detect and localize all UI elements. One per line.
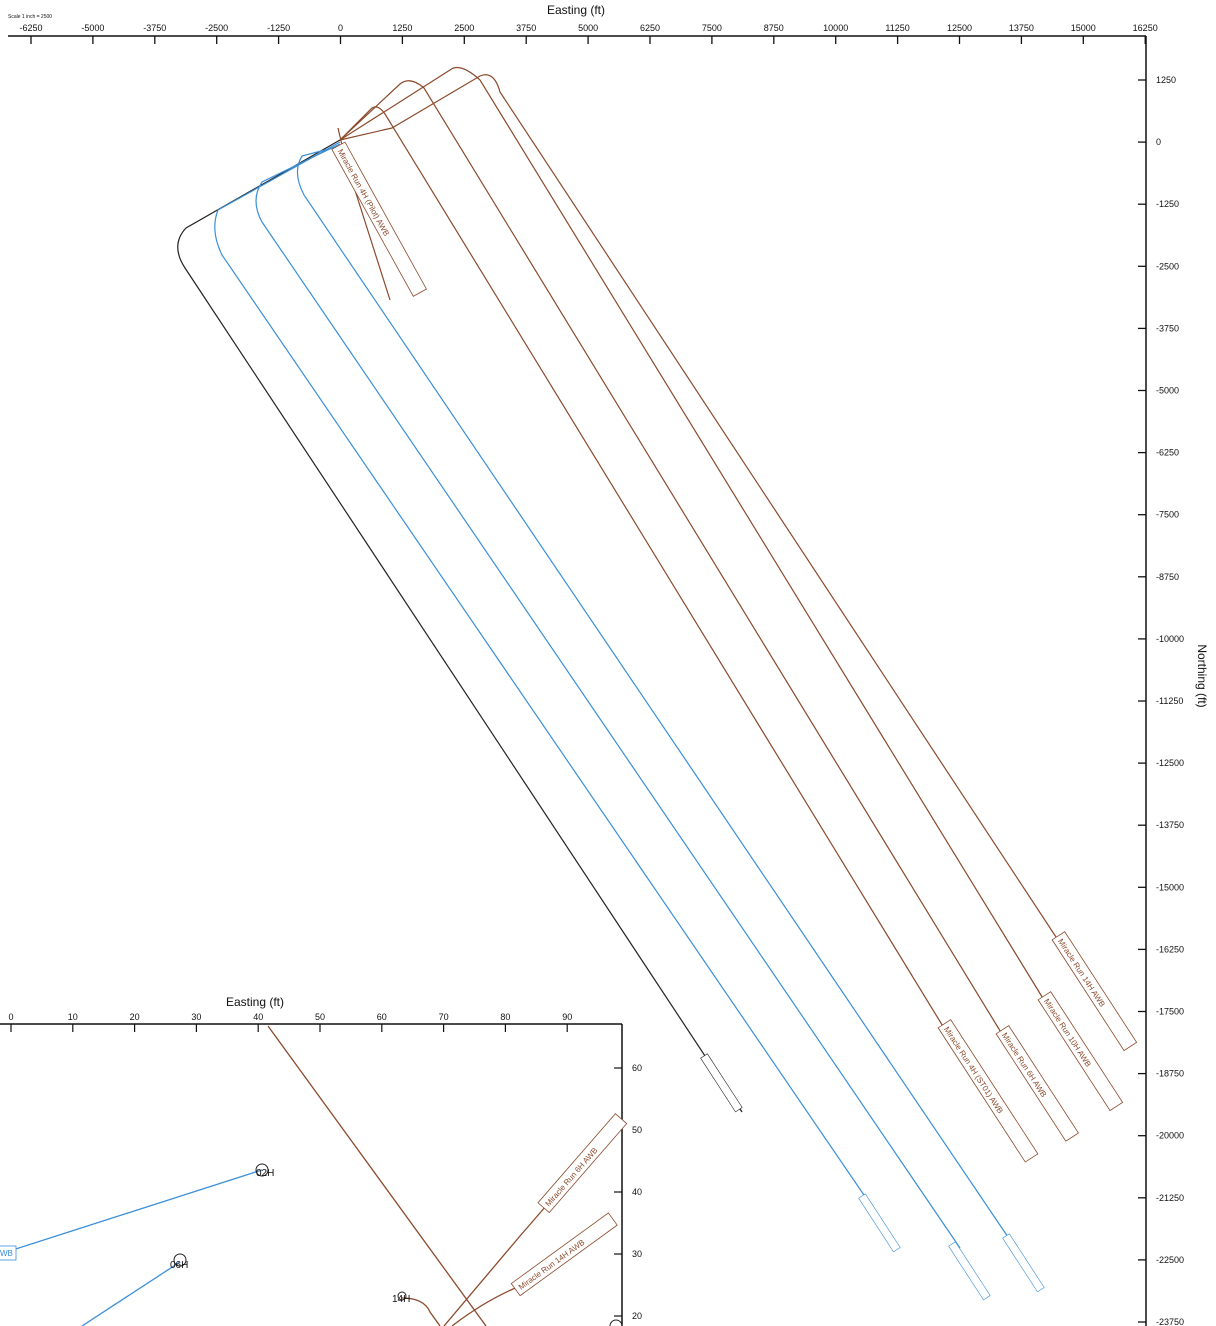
main-x-tick-label: 16250 — [1133, 23, 1158, 33]
inset-x-tick-label: 30 — [191, 1012, 201, 1022]
inset-y-tick-label: 20 — [632, 1311, 642, 1321]
main-x-tick-label: 5000 — [578, 23, 598, 33]
main-y-tick-label: -22500 — [1156, 1255, 1184, 1265]
inset-x-tick-label: 50 — [315, 1012, 325, 1022]
inset-x-tick-label: 60 — [377, 1012, 387, 1022]
main-y-tick-label: -16250 — [1156, 944, 1184, 954]
main-y-tick-label: -3750 — [1156, 323, 1179, 333]
main-x-tick-label: -6250 — [19, 23, 42, 33]
inset-y-tick-label: 40 — [632, 1187, 642, 1197]
well-tag-small-blue-2 — [948, 1241, 991, 1301]
main-x-tick-label: 8750 — [764, 23, 784, 33]
main-y-tick-label: -1250 — [1156, 199, 1179, 209]
main-x-tick-label: 0 — [338, 23, 343, 33]
well-path-black — [177, 139, 743, 1113]
well-tag-small-black — [700, 1053, 743, 1113]
main-y-tick-label: -2500 — [1156, 261, 1179, 271]
surface-marker-14h: 14H — [392, 1291, 410, 1305]
scale-note: Scale 1 inch = 2500 — [8, 14, 52, 20]
well-tag-4h-pilot: Miracle Run 4H (Pilot) AWB — [331, 141, 427, 297]
svg-text:Miracle Run 14H AWB: Miracle Run 14H AWB — [1056, 937, 1107, 1008]
surface-marker-06h: 06H — [170, 1253, 188, 1271]
inset-path-brown-main — [267, 1025, 487, 1326]
main-y-tick-label: -17500 — [1156, 1007, 1184, 1017]
main-y-axis: 1250 0 -1250 -2500 -3750 -5000 -6250 -7500 -8750… — [1138, 75, 1184, 1326]
main-y-tick-label: -8750 — [1156, 572, 1179, 582]
well-path-brown-6h — [339, 80, 1003, 1035]
main-x-tick-label: 2500 — [454, 23, 474, 33]
main-x-tick-label: 3750 — [516, 23, 536, 33]
well-paths — [177, 67, 1059, 1249]
inset-x-tick-label: 70 — [439, 1012, 449, 1022]
inset-y-tick-label: 50 — [632, 1125, 642, 1135]
main-y-tick-label: -18750 — [1156, 1069, 1184, 1079]
inset-path-brown-14h-surf — [401, 1297, 441, 1326]
main-y-tick-label: -12500 — [1156, 758, 1184, 768]
inset-path-blue-02h — [0, 1169, 263, 1255]
svg-text:WB: WB — [0, 1249, 13, 1258]
svg-text:02H: 02H — [256, 1168, 274, 1179]
surface-marker-edge — [609, 1319, 623, 1326]
well-path-brown-10h — [339, 67, 1045, 1001]
main-y-tick-label: -13750 — [1156, 820, 1184, 830]
main-x-tick-label: 11250 — [885, 23, 909, 33]
inset-path-brown-6h — [443, 1205, 547, 1326]
svg-text:06H: 06H — [170, 1260, 188, 1271]
inset-y-tick-label: 30 — [632, 1249, 642, 1259]
inset-path-brown-14h — [451, 1285, 521, 1326]
inset-path-blue-06h — [81, 1261, 181, 1326]
inset-tag-cut: WB — [0, 1245, 17, 1261]
inset-y-tick-label: 60 — [632, 1063, 642, 1073]
main-x-tick-label: 10000 — [823, 23, 848, 33]
main-y-tick-label: -7500 — [1156, 510, 1179, 520]
svg-text:Miracle Run 4H (Pilot) AWB: Miracle Run 4H (Pilot) AWB — [336, 148, 391, 238]
main-x-tick-label: 15000 — [1071, 23, 1096, 33]
main-y-tick-label: 0 — [1156, 137, 1161, 147]
well-tag-4h-st01: Miracle Run 4H (ST01) AWB — [937, 1019, 1039, 1163]
svg-text:Miracle Run 4H (ST01) AWB: Miracle Run 4H (ST01) AWB — [942, 1025, 1005, 1115]
main-y-tick-label: -5000 — [1156, 386, 1179, 396]
main-x-tick-label: 6250 — [640, 23, 660, 33]
main-y-tick-label: -21250 — [1156, 1193, 1184, 1203]
well-path-blue-2 — [255, 143, 961, 1249]
main-x-tick-label: -2500 — [205, 23, 228, 33]
well-path-blue-3 — [296, 145, 1011, 1241]
inset-x-tick-label: 40 — [253, 1012, 263, 1022]
surface-marker-02h: 02H — [255, 1163, 274, 1179]
inset-plot: 0 10 20 30 40 50 60 70 80 90 60 50 40 30 20 Easting (… — [0, 995, 642, 1326]
main-x-axis-title: Easting (ft) — [547, 3, 605, 17]
main-x-tick-label: 12500 — [947, 23, 972, 33]
main-x-tick-label: 13750 — [1009, 23, 1034, 33]
inset-x-tick-label: 0 — [8, 1012, 13, 1022]
well-tag-small-blue-1 — [858, 1193, 901, 1253]
main-y-tick-label: -6250 — [1156, 448, 1179, 458]
main-x-tick-label: 1250 — [392, 23, 412, 33]
main-y-tick-label: 1250 — [1156, 75, 1176, 85]
inset-x-tick-label: 80 — [500, 1012, 510, 1022]
inset-x-tick-label: 10 — [68, 1012, 78, 1022]
main-y-axis-title: Northing (ft) — [1195, 644, 1209, 707]
well-path-blue-1 — [214, 141, 867, 1199]
main-x-tick-label: -5000 — [81, 23, 104, 33]
main-y-tick-label: -20000 — [1156, 1131, 1184, 1141]
well-path-brown-4h-st01 — [339, 106, 945, 1029]
well-tag-small-blue-3 — [1002, 1233, 1045, 1293]
main-y-tick-label: -23750 — [1156, 1317, 1184, 1326]
inset-x-tick-label: 90 — [562, 1012, 572, 1022]
svg-text:Miracle Run 6H AWB: Miracle Run 6H AWB — [1000, 1031, 1048, 1099]
well-path-brown-14h — [339, 74, 1059, 941]
inset-x-tick-label: 20 — [130, 1012, 140, 1022]
main-y-tick-label: -11250 — [1156, 696, 1183, 706]
main-x-axis: -6250 -5000 -3750 -2500 -1250 0 1250 2500 3750 50… — [8, 3, 1158, 1326]
inset-x-axis-title: Easting (ft) — [226, 995, 284, 1009]
main-y-tick-label: -10000 — [1156, 634, 1184, 644]
svg-text:14H: 14H — [392, 1294, 410, 1305]
main-x-tick-label: -3750 — [143, 23, 166, 33]
main-y-tick-label: -15000 — [1156, 882, 1184, 892]
svg-text:Miracle Run 10H AWB: Miracle Run 10H AWB — [1042, 997, 1093, 1068]
main-x-tick-label: -1250 — [267, 23, 290, 33]
main-x-tick-label: 7500 — [702, 23, 722, 33]
